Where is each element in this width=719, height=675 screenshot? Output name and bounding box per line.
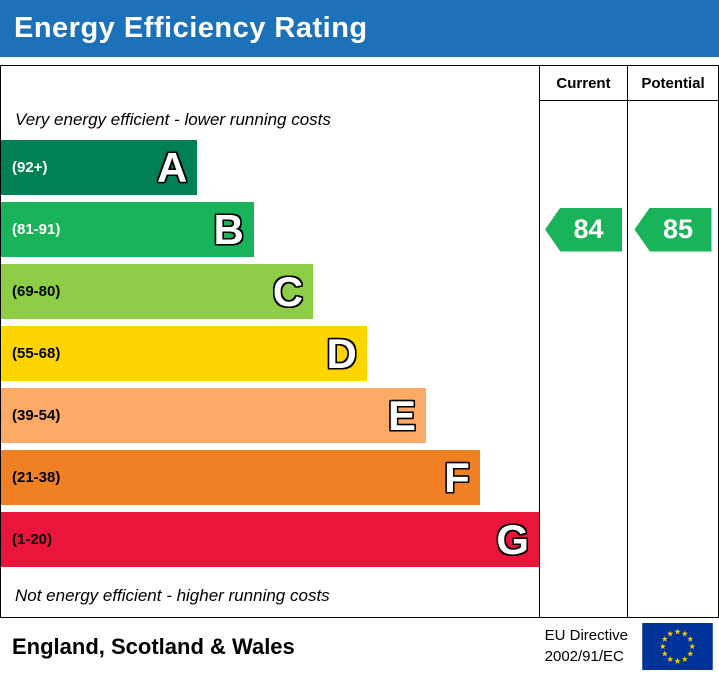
footer: England, Scotland & Wales EU Directive 2… — [0, 618, 719, 675]
band-range-label: (92+) — [12, 159, 48, 176]
current-column-header: Current — [540, 66, 627, 101]
eu-directive-line2: 2002/91/EC — [544, 647, 624, 665]
band-row-c: (69-80) C — [1, 264, 539, 319]
band-letter: C — [272, 267, 304, 315]
potential-pointer: 85 — [634, 207, 712, 252]
title-bar: Energy Efficiency Rating — [0, 0, 719, 57]
band-letter: B — [213, 205, 244, 253]
bottom-note: Not energy efficient - higher running co… — [15, 585, 330, 605]
band-range-label: (21-38) — [12, 469, 61, 486]
band-range-label: (55-68) — [12, 345, 61, 362]
potential-column-header: Potential — [628, 66, 718, 101]
band-range-label: (81-91) — [12, 221, 61, 238]
band-row-a: (92+) A — [1, 140, 539, 195]
band-bar-d: (55-68) D — [1, 326, 367, 381]
band-range-label: (69-80) — [12, 283, 61, 300]
band-bar-b: (81-91) B — [1, 202, 254, 257]
current-pointer: 84 — [545, 207, 622, 252]
band-letter: G — [496, 515, 529, 563]
potential-column: Potential 85 — [627, 66, 718, 617]
current-column: Current 84 — [539, 66, 627, 617]
band-letter: A — [157, 143, 188, 191]
band-bar-a: (92+) A — [1, 140, 198, 195]
band-range-label: (1-20) — [12, 531, 53, 548]
top-note: Very energy efficient - lower running co… — [15, 110, 331, 129]
band-row-f: (21-38) F — [1, 450, 539, 505]
band-row-e: (39-54) E — [1, 388, 539, 443]
band-row-g: (1-20) G — [1, 512, 539, 567]
region-label: England, Scotland & Wales — [12, 633, 295, 659]
band-bar-f: (21-38) F — [1, 450, 480, 505]
band-row-b: (81-91) B — [1, 202, 539, 257]
potential-rating-value: 85 — [662, 214, 694, 244]
eu-directive-line1: EU Directive — [544, 627, 628, 645]
band-bar-e: (39-54) E — [1, 388, 427, 443]
bands-column: Very energy efficient - lower running co… — [1, 66, 539, 617]
band-bar-c: (69-80) C — [1, 264, 314, 319]
band-letter: E — [388, 391, 417, 439]
energy-efficiency-chart: Very energy efficient - lower running co… — [0, 65, 719, 618]
eu-flag-icon — [642, 623, 713, 670]
band-letter: F — [444, 453, 470, 501]
page-title: Energy Efficiency Rating — [14, 12, 368, 44]
band-row-d: (55-68) D — [1, 326, 539, 381]
band-range-label: (39-54) — [12, 407, 61, 424]
band-letter: D — [326, 329, 357, 377]
eu-directive-label: EU Directive 2002/91/EC — [545, 626, 628, 667]
current-rating-value: 84 — [573, 214, 604, 244]
band-bar-g: (1-20) G — [1, 512, 539, 567]
